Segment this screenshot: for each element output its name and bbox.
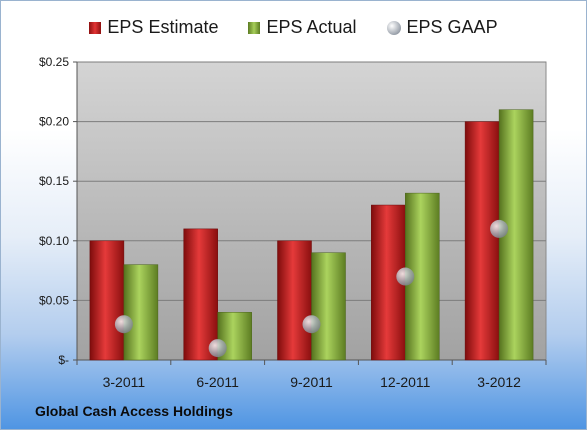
y-tick-label: $0.10 [39,234,69,248]
y-tick-label: $0.05 [39,293,69,307]
legend-swatch-estimate [89,21,102,34]
bar-eps-estimate [183,228,218,361]
x-tick-label: 3-2012 [477,374,521,390]
point-eps-gaap [208,339,227,358]
legend-swatch-actual [248,21,261,34]
legend-swatch-gaap [386,20,401,35]
bar-eps-estimate [277,240,312,361]
x-tick-label: 3-2011 [103,374,146,390]
point-eps-gaap [114,315,133,334]
company-name: Global Cash Access Holdings [35,403,233,419]
point-eps-gaap [396,267,415,286]
legend: EPS Estimate EPS Actual EPS GAAP [1,17,586,38]
x-tick-label: 12-2011 [380,374,431,390]
legend-item-gaap: EPS GAAP [386,17,498,38]
bar-eps-actual [311,252,346,361]
legend-item-actual: EPS Actual [248,17,357,38]
legend-label-actual: EPS Actual [266,17,357,37]
legend-label-gaap: EPS GAAP [406,17,498,37]
legend-label-estimate: EPS Estimate [107,17,219,37]
bar-eps-estimate [89,240,125,361]
y-tick-label: $0.15 [39,174,69,188]
bar-eps-actual [123,264,159,361]
y-tick-label: $- [58,353,69,367]
x-tick-label: 6-2011 [196,374,239,390]
x-tick-label: 9-2011 [290,374,333,390]
point-eps-gaap [302,315,321,334]
bar-eps-estimate [464,121,500,361]
legend-item-estimate: EPS Estimate [89,17,218,38]
y-tick-label: $0.20 [39,115,69,129]
point-eps-gaap [490,219,509,238]
bar-eps-actual [405,192,440,361]
y-tick-label: $0.25 [39,55,69,69]
